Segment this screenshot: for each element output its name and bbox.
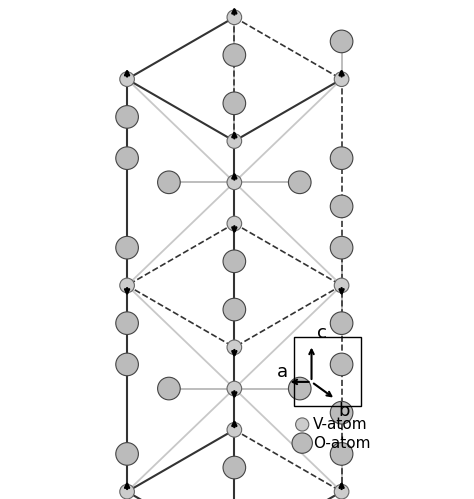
Text: c: c (317, 324, 327, 342)
Circle shape (330, 312, 353, 334)
Circle shape (223, 298, 246, 321)
Circle shape (120, 485, 135, 499)
Circle shape (223, 456, 246, 479)
Circle shape (330, 195, 353, 218)
Circle shape (157, 377, 180, 400)
Circle shape (116, 353, 138, 376)
Circle shape (157, 171, 180, 194)
Circle shape (289, 377, 311, 400)
Circle shape (120, 72, 135, 86)
Text: V-atom: V-atom (313, 417, 367, 432)
Circle shape (292, 433, 312, 453)
Circle shape (227, 381, 242, 396)
Circle shape (116, 443, 138, 465)
Circle shape (330, 237, 353, 259)
Circle shape (223, 250, 246, 272)
Circle shape (334, 485, 349, 499)
Circle shape (223, 44, 246, 66)
Circle shape (330, 30, 353, 53)
Circle shape (116, 237, 138, 259)
Circle shape (223, 92, 246, 115)
Circle shape (116, 106, 138, 128)
Circle shape (120, 278, 135, 293)
Circle shape (227, 423, 242, 437)
Circle shape (334, 72, 349, 86)
Circle shape (330, 401, 353, 424)
Circle shape (330, 147, 353, 170)
Circle shape (227, 134, 242, 148)
Circle shape (116, 312, 138, 334)
Circle shape (227, 175, 242, 190)
Circle shape (289, 171, 311, 194)
Circle shape (330, 353, 353, 376)
Circle shape (227, 216, 242, 231)
Circle shape (334, 278, 349, 293)
Circle shape (227, 10, 242, 24)
Circle shape (116, 147, 138, 170)
Circle shape (296, 418, 309, 431)
Circle shape (227, 340, 242, 355)
Text: O-atom: O-atom (313, 436, 370, 451)
Text: b: b (338, 402, 350, 420)
Text: a: a (277, 363, 288, 381)
Circle shape (330, 443, 353, 465)
